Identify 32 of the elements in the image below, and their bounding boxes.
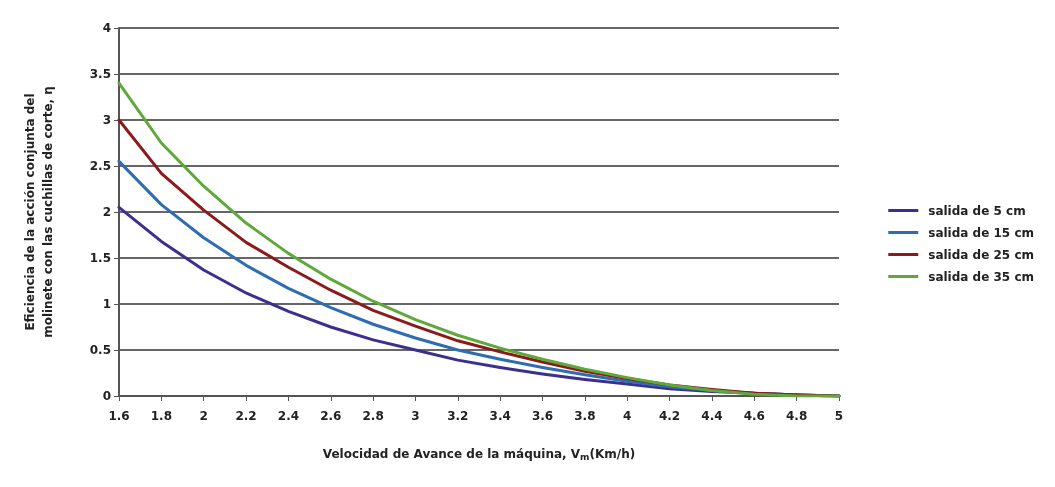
x-tick-label: 1.8 (150, 409, 172, 423)
x-tick-label: 3.4 (489, 409, 511, 423)
x-tick-label: 2.4 (277, 409, 300, 423)
y-tick-label: 2 (102, 205, 111, 219)
legend-label: salida de 35 cm (928, 269, 1034, 284)
x-tick-label: 4.4 (701, 409, 723, 423)
y-axis-title: Eficiencia de la acción conjunta del molinete con las cuchillas de corte, η (23, 86, 55, 338)
x-tick-label: 5 (834, 409, 844, 423)
x-tick-label: 2.6 (320, 409, 342, 423)
x-tick-label: 4.2 (658, 409, 681, 423)
legend-label: salida de 25 cm (928, 247, 1034, 262)
x-tick-label: 2 (199, 409, 208, 423)
y-tick-label: 3 (102, 113, 111, 127)
x-tick-label: 2.8 (362, 409, 384, 423)
y-tick-label: 0 (102, 389, 111, 403)
y-tick-label: 1 (102, 297, 111, 311)
legend-label: salida de 5 cm (928, 203, 1026, 218)
x-tick-label: 3 (411, 409, 420, 423)
y-tick-label: 3.5 (89, 67, 111, 81)
y-tick-label: 1.5 (89, 251, 111, 265)
x-tick-label: 4.8 (786, 409, 808, 423)
y-tick-label: 0.5 (89, 343, 111, 357)
x-tick-label: 3.8 (574, 409, 596, 423)
x-tick-label: 3.6 (531, 409, 554, 423)
legend-label: salida de 15 cm (928, 225, 1034, 240)
x-tick-label: 1.6 (108, 409, 130, 423)
x-tick-label: 2.2 (235, 409, 257, 423)
y-tick-label: 2.5 (89, 159, 111, 173)
x-tick-label: 3.2 (447, 409, 469, 423)
x-tick-label: 4 (623, 409, 632, 423)
y-tick-label: 4 (102, 21, 111, 35)
x-tick-label: 4.6 (743, 409, 765, 423)
